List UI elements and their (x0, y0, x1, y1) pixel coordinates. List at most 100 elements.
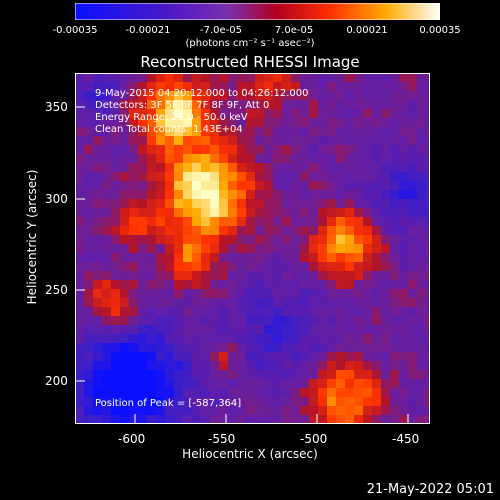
colorbar-tick-label: 0.00021 (346, 25, 388, 36)
image-pixel (273, 145, 282, 154)
image-pixel (309, 235, 318, 244)
image-pixel (102, 253, 111, 262)
image-pixel (264, 406, 273, 415)
image-pixel (390, 280, 399, 289)
image-pixel (93, 280, 102, 289)
image-pixel (165, 370, 174, 379)
image-pixel (255, 100, 264, 109)
image-pixel (93, 406, 102, 415)
image-pixel (354, 388, 363, 397)
image-pixel (147, 316, 156, 325)
image-pixel (246, 235, 255, 244)
image-pixel (273, 109, 282, 118)
image-pixel (210, 379, 219, 388)
image-pixel (219, 289, 228, 298)
image-pixel (282, 316, 291, 325)
image-pixel (282, 145, 291, 154)
image-pixel (210, 325, 219, 334)
image-pixel (318, 388, 327, 397)
image-pixel (147, 163, 156, 172)
image-pixel (264, 217, 273, 226)
image-pixel (318, 397, 327, 406)
image-pixel (417, 82, 426, 91)
image-pixel (426, 334, 430, 343)
image-pixel (327, 127, 336, 136)
image-pixel (273, 118, 282, 127)
image-pixel (138, 325, 147, 334)
image-pixel (147, 334, 156, 343)
image-pixel (264, 154, 273, 163)
image-pixel (192, 334, 201, 343)
image-pixel (354, 244, 363, 253)
image-pixel (219, 253, 228, 262)
image-pixel (282, 172, 291, 181)
image-pixel (237, 190, 246, 199)
image-pixel (363, 235, 372, 244)
image-pixel (165, 253, 174, 262)
image-pixel (210, 253, 219, 262)
image-pixel (390, 217, 399, 226)
image-pixel (345, 217, 354, 226)
image-pixel (174, 298, 183, 307)
y-tick-label: 250 (45, 283, 68, 297)
image-pixel (75, 91, 84, 100)
image-pixel (426, 370, 430, 379)
image-pixel (291, 100, 300, 109)
image-pixel (372, 262, 381, 271)
image-pixel (111, 334, 120, 343)
image-pixel (129, 118, 138, 127)
image-pixel (264, 415, 273, 424)
image-pixel (327, 82, 336, 91)
image-pixel (75, 325, 84, 334)
image-pixel (237, 253, 246, 262)
image-pixel (408, 181, 417, 190)
image-pixel (246, 325, 255, 334)
image-pixel (192, 181, 201, 190)
image-pixel (309, 73, 318, 82)
image-pixel (255, 280, 264, 289)
image-pixel (354, 325, 363, 334)
image-pixel (309, 217, 318, 226)
image-pixel (156, 280, 165, 289)
image-pixel (273, 379, 282, 388)
image-pixel (183, 316, 192, 325)
image-pixel (300, 379, 309, 388)
image-pixel (246, 181, 255, 190)
image-pixel (93, 262, 102, 271)
image-pixel (354, 73, 363, 82)
image-pixel (300, 334, 309, 343)
image-pixel (84, 226, 93, 235)
image-pixel (345, 100, 354, 109)
image-pixel (93, 379, 102, 388)
colorbar-tick-label: 7.0e-05 (274, 25, 314, 36)
image-pixel (336, 334, 345, 343)
image-pixel (120, 181, 129, 190)
image-pixel (345, 334, 354, 343)
image-pixel (75, 136, 84, 145)
image-pixel (255, 208, 264, 217)
image-pixel (372, 361, 381, 370)
image-pixel (192, 145, 201, 154)
image-pixel (426, 352, 430, 361)
image-pixel (192, 316, 201, 325)
image-pixel (147, 82, 156, 91)
image-pixel (84, 334, 93, 343)
image-pixel (381, 289, 390, 298)
image-pixel (174, 172, 183, 181)
image-pixel (183, 280, 192, 289)
image-pixel (408, 235, 417, 244)
image-pixel (84, 208, 93, 217)
image-pixel (93, 154, 102, 163)
image-pixel (354, 217, 363, 226)
image-pixel (390, 307, 399, 316)
image-pixel (174, 217, 183, 226)
image-pixel (309, 226, 318, 235)
image-pixel (93, 235, 102, 244)
image-pixel (228, 154, 237, 163)
image-pixel (201, 163, 210, 172)
image-pixel (426, 262, 430, 271)
image-pixel (174, 343, 183, 352)
image-pixel (300, 370, 309, 379)
image-pixel (183, 154, 192, 163)
image-pixel (327, 217, 336, 226)
